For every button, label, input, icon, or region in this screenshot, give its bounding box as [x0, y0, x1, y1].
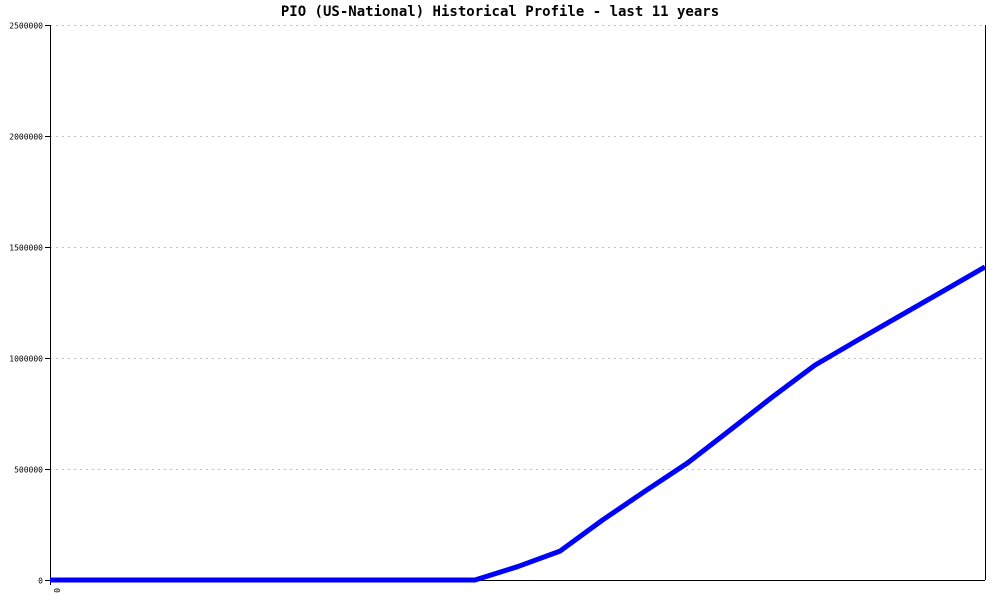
x-tick-label: 0: [52, 588, 61, 593]
chart-title: PIO (US-National) Historical Profile - l…: [280, 4, 720, 20]
data-series-line: [50, 264, 987, 583]
y-tick-label: 2000000: [9, 133, 43, 142]
y-tick-label: 0: [38, 577, 43, 586]
y-tick-label: 500000: [14, 466, 43, 475]
y-tick-label: 1000000: [9, 355, 43, 364]
y-tick-label: 1500000: [9, 244, 43, 253]
y-tick-label: 2500000: [9, 22, 43, 31]
